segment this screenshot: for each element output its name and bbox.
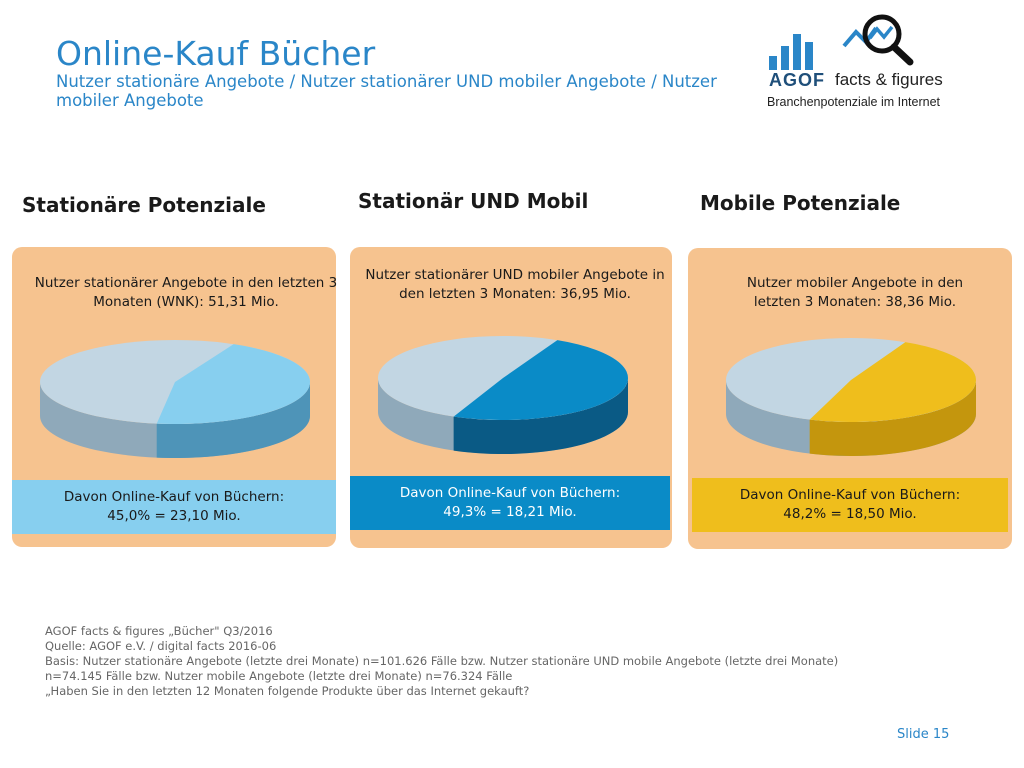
column-title-stationary: Stationäre Potenziale [22, 193, 266, 217]
footnote-line: AGOF facts & figures „Bücher" Q3/2016 [45, 624, 273, 638]
result-label: Davon Online-Kauf von Büchern: [739, 487, 961, 503]
column-title-mobile: Mobile Potenziale [700, 191, 901, 215]
pie-chart-mobile [726, 338, 977, 456]
footnote-line: „Haben Sie in den letzten 12 Monaten fol… [45, 684, 530, 698]
footnote-line: n=74.145 Fälle bzw. Nutzer mobile Angebo… [45, 669, 513, 683]
pie-slice-value [809, 342, 977, 422]
result-box-combined: Davon Online-Kauf von Büchern: 49,3% = 1… [350, 476, 670, 530]
logo-brand: AGOF [769, 70, 825, 90]
logo-product: facts & figures [835, 70, 943, 89]
footnote-line: Quelle: AGOF e.V. / digital facts 2016-0… [45, 639, 277, 653]
result-value: 45,0% = 23,10 Mio. [107, 508, 241, 524]
description-stationary: Nutzer stationärer Angebote in den letzt… [34, 275, 338, 310]
logo-tagline: Branchenpotenziale im Internet [767, 95, 941, 109]
result-box-stationary: Davon Online-Kauf von Büchern: 45,0% = 2… [12, 480, 336, 534]
result-value: 49,3% = 18,21 Mio. [443, 504, 577, 520]
agof-logo [769, 14, 914, 70]
pie-chart-combined [378, 336, 629, 454]
pie-side-slice [809, 380, 976, 456]
page-subtitle: Nutzer stationäre Angebote / Nutzer stat… [56, 72, 717, 110]
description-combined: Nutzer stationärer UND mobiler Angebote … [365, 267, 665, 302]
result-label: Davon Online-Kauf von Büchern: [399, 485, 621, 501]
description-mobile: Nutzer mobiler Angebote in den letzten 3… [746, 275, 964, 310]
pie-side-slice [156, 382, 310, 458]
pie-slice-value [156, 344, 311, 424]
result-value: 48,2% = 18,50 Mio. [783, 506, 917, 522]
result-box-mobile: Davon Online-Kauf von Büchern: 48,2% = 1… [692, 478, 1008, 532]
column-title-combined: Stationär UND Mobil [358, 189, 589, 213]
bar-chart-icon [769, 34, 813, 70]
pie-slice-value [453, 340, 629, 421]
magnifier-icon [842, 14, 914, 66]
pie-chart-stationary [40, 340, 311, 458]
pie-side-slice [453, 378, 628, 454]
footnote-line: Basis: Nutzer stationäre Angebote (letzt… [45, 654, 839, 668]
source-footnote: AGOF facts & figures „Bücher" Q3/2016 Qu… [45, 624, 985, 699]
slide-number: Slide 15 [897, 727, 950, 742]
page-title: Online-Kauf Bücher [56, 34, 376, 73]
result-label: Davon Online-Kauf von Büchern: [63, 489, 285, 505]
